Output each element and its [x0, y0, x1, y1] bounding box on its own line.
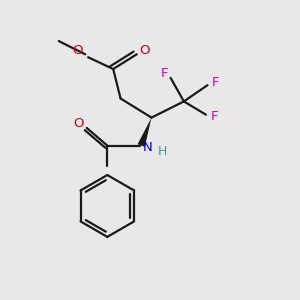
Text: F: F: [160, 67, 168, 80]
Polygon shape: [138, 118, 152, 147]
Text: F: F: [210, 110, 218, 123]
Text: N: N: [143, 141, 152, 154]
Text: H: H: [158, 145, 167, 158]
Text: F: F: [212, 76, 219, 89]
Text: O: O: [73, 117, 84, 130]
Text: O: O: [139, 44, 149, 57]
Text: O: O: [73, 44, 83, 57]
